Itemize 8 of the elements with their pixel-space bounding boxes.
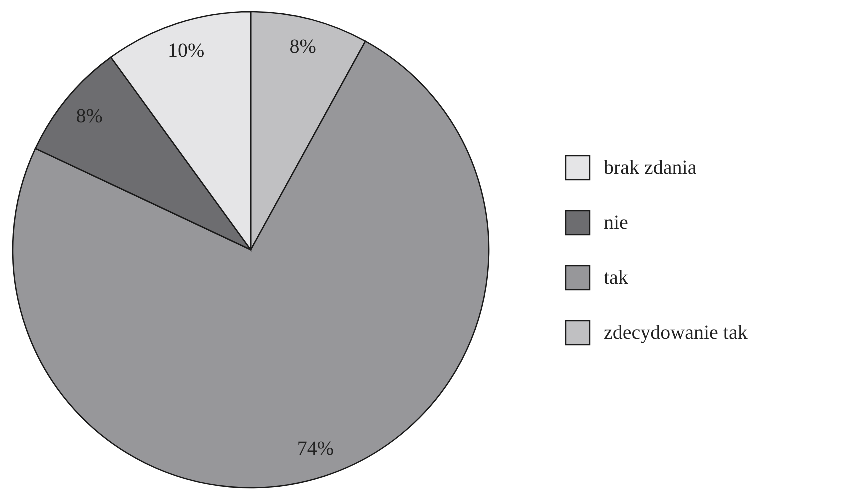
legend-label: tak	[604, 267, 628, 289]
data-label: 10%	[168, 40, 205, 62]
legend-label: nie	[604, 212, 629, 234]
legend-label: zdecydowanie tak	[604, 322, 748, 344]
data-label: 8%	[290, 36, 316, 58]
data-label: 8%	[76, 106, 103, 128]
legend-label: brak zdania	[604, 157, 697, 179]
data-label: 74%	[297, 438, 334, 460]
